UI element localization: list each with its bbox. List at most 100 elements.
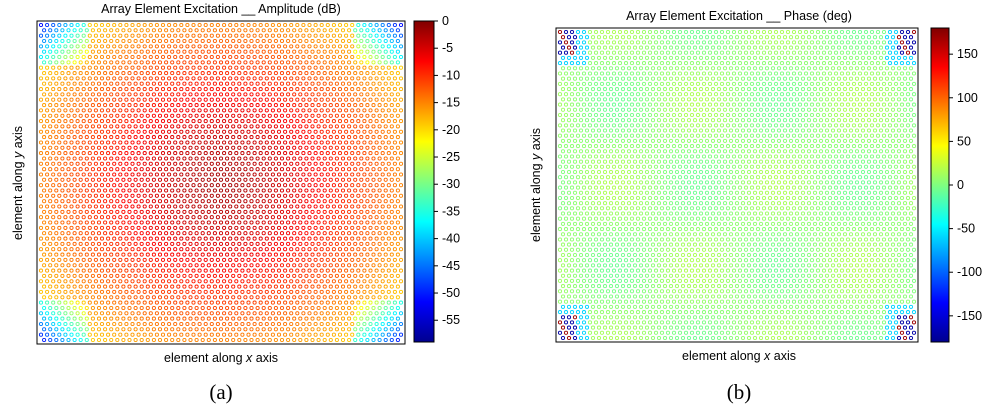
element-point bbox=[782, 97, 788, 102]
element-point bbox=[164, 167, 169, 172]
element-point bbox=[240, 76, 245, 81]
element-point bbox=[383, 252, 388, 257]
element-point bbox=[237, 103, 242, 108]
element-point bbox=[770, 107, 776, 112]
element-point bbox=[130, 247, 135, 252]
element-point bbox=[307, 161, 312, 166]
element-point bbox=[145, 305, 150, 311]
element-point bbox=[340, 273, 346, 278]
element-point bbox=[252, 215, 257, 220]
element-point bbox=[243, 305, 248, 311]
element-point bbox=[99, 300, 105, 305]
element-point bbox=[322, 199, 327, 204]
element-point bbox=[383, 60, 388, 65]
element-point bbox=[115, 273, 120, 278]
element-point bbox=[115, 60, 120, 65]
element-point bbox=[340, 295, 346, 300]
element-point bbox=[63, 44, 68, 49]
element-point bbox=[276, 54, 282, 60]
element-point bbox=[87, 140, 92, 145]
element-point bbox=[185, 321, 190, 327]
element-point bbox=[608, 76, 614, 81]
element-point bbox=[283, 97, 288, 102]
element-point bbox=[57, 300, 62, 305]
element-point bbox=[157, 156, 163, 161]
element-point bbox=[295, 87, 300, 92]
element-point bbox=[785, 123, 791, 128]
element-point bbox=[240, 151, 245, 156]
element-point bbox=[572, 138, 578, 143]
element-point bbox=[322, 71, 327, 76]
element-point bbox=[112, 172, 117, 177]
element-point bbox=[103, 305, 108, 311]
element-point bbox=[96, 231, 102, 236]
element-point bbox=[215, 108, 220, 113]
element-point bbox=[304, 92, 309, 97]
element-point bbox=[689, 144, 695, 149]
element-point bbox=[599, 123, 605, 128]
element-point bbox=[301, 161, 306, 166]
element-point bbox=[45, 140, 50, 145]
element-point bbox=[103, 49, 108, 54]
element-point bbox=[276, 129, 282, 134]
element-point bbox=[121, 177, 126, 182]
element-point bbox=[692, 128, 698, 133]
element-point bbox=[368, 204, 373, 209]
element-point bbox=[237, 81, 242, 86]
element-point bbox=[185, 140, 190, 145]
element-point bbox=[93, 257, 98, 262]
element-point bbox=[301, 87, 306, 92]
element-point bbox=[719, 102, 725, 107]
element-point bbox=[854, 107, 860, 112]
element-point bbox=[307, 321, 312, 327]
element-point bbox=[167, 289, 172, 294]
element-point bbox=[656, 55, 662, 60]
element-point bbox=[206, 337, 211, 343]
element-point bbox=[292, 220, 297, 225]
element-point bbox=[209, 236, 214, 241]
element-point bbox=[620, 107, 626, 112]
element-point bbox=[716, 87, 722, 92]
element-point bbox=[908, 107, 914, 112]
element-point bbox=[644, 149, 650, 154]
element-point bbox=[821, 102, 827, 107]
element-point bbox=[185, 311, 190, 316]
element-point bbox=[758, 76, 764, 81]
element-point bbox=[60, 305, 65, 311]
element-point bbox=[170, 113, 175, 118]
element-point bbox=[839, 133, 845, 138]
element-point bbox=[93, 172, 98, 177]
element-point bbox=[267, 199, 272, 204]
element-point bbox=[374, 311, 379, 316]
element-point bbox=[276, 151, 282, 156]
element-point bbox=[176, 273, 181, 278]
element-point bbox=[48, 337, 53, 343]
element-point bbox=[557, 61, 563, 66]
element-point bbox=[115, 252, 120, 257]
element-point bbox=[316, 188, 321, 193]
element-point bbox=[791, 92, 797, 97]
element-point bbox=[611, 61, 617, 66]
element-point bbox=[54, 220, 59, 225]
element-point bbox=[121, 241, 126, 246]
element-point bbox=[66, 337, 71, 343]
element-point bbox=[587, 61, 593, 66]
element-point bbox=[839, 123, 845, 128]
element-point bbox=[215, 119, 220, 124]
element-point bbox=[127, 135, 132, 140]
element-point bbox=[87, 311, 92, 316]
element-point bbox=[209, 97, 214, 102]
element-point bbox=[743, 144, 749, 149]
element-point bbox=[380, 33, 385, 38]
element-point bbox=[57, 268, 62, 273]
element-point bbox=[228, 268, 233, 273]
phase-panel: Array Element Excitation __ Phase (deg) … bbox=[529, 9, 982, 404]
element-point bbox=[96, 327, 102, 332]
element-point bbox=[331, 247, 336, 252]
element-point bbox=[48, 156, 53, 161]
element-point bbox=[295, 76, 300, 81]
element-point bbox=[255, 177, 260, 182]
element-point bbox=[731, 133, 737, 138]
element-point bbox=[286, 241, 291, 246]
element-point bbox=[304, 28, 309, 33]
